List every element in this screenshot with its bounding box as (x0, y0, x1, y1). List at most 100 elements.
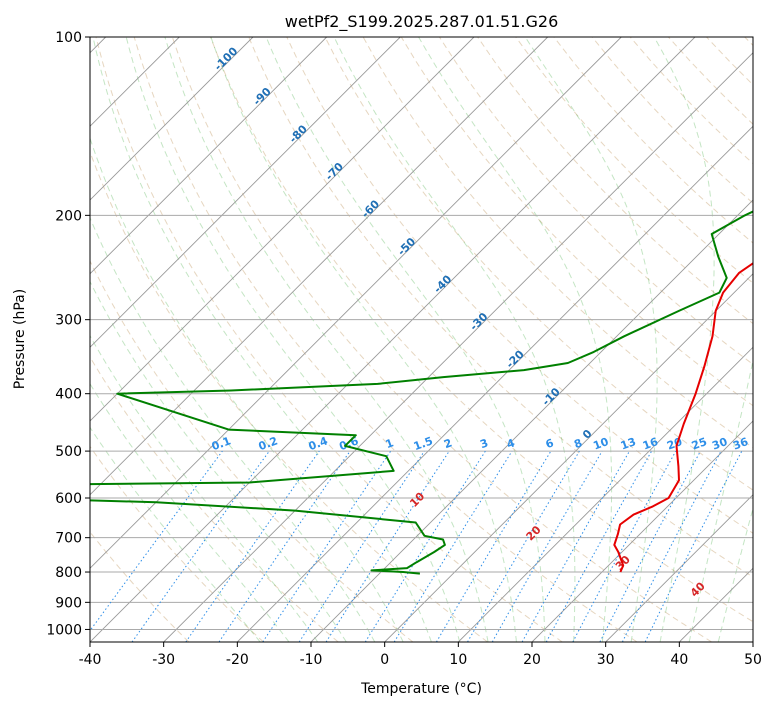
y-tick-label: 900 (55, 595, 82, 611)
isotherm-line (531, 420, 753, 642)
mixing-ratio-label: 1 (384, 436, 396, 451)
dry-adiabat-line (515, 37, 753, 284)
moist-adiabat-line (688, 358, 753, 642)
mixing-ratio-label: 30 (710, 435, 729, 453)
isotherm-line (90, 37, 475, 422)
x-tick-label: -40 (79, 652, 102, 668)
x-tick-label: 50 (744, 652, 762, 668)
dry-adiabat-line (248, 37, 753, 578)
mixing-ratio-label: 3 (478, 436, 490, 451)
mixing-ratio-line (572, 450, 677, 642)
isotherm-line (90, 37, 549, 496)
x-tick-label: -10 (300, 652, 323, 668)
dry-adiabat-line (210, 37, 753, 623)
mixing-ratio-label: 25 (690, 435, 709, 452)
isotherm-line (384, 273, 753, 642)
mixing-ratio-line (298, 450, 425, 642)
mixing-ratio-label: 2 (442, 436, 454, 451)
x-tick-label: 10 (449, 652, 467, 668)
mixing-ratio-line (90, 450, 223, 632)
mixing-ratio-line (393, 450, 513, 642)
isotherm-line (90, 37, 696, 642)
dry-adiabat-line (95, 37, 563, 642)
dry-adiabat-line (286, 37, 753, 534)
moist-adiabat-line (653, 37, 715, 642)
x-tick-label: 0 (380, 652, 389, 668)
x-tick-label: -30 (152, 652, 175, 668)
y-tick-label: 600 (55, 491, 82, 507)
moist-adiabat-line (717, 506, 753, 642)
mixing-ratio-label: 4 (505, 436, 517, 451)
dry-adiabat-line (324, 37, 753, 491)
x-tick-label: -20 (226, 652, 249, 668)
moist-adiabat-line (92, 37, 432, 642)
isotherm-line (90, 37, 254, 201)
y-tick-label: 700 (55, 531, 82, 547)
moist-adiabat-line (90, 382, 290, 642)
y-tick-label: 500 (55, 444, 82, 460)
mixing-ratio-label: 0.4 (307, 434, 330, 453)
y-axis-label: Pressure (hPa) (12, 289, 28, 389)
moist-adiabat-line (210, 37, 517, 642)
x-tick-label: 20 (523, 652, 541, 668)
mixing-ratio-label: 13 (619, 435, 638, 452)
temperature-profile-line (613, 262, 753, 573)
moist-adiabat-line (524, 37, 658, 642)
mixing-ratio-line (545, 450, 653, 642)
isotherm-line (310, 199, 753, 642)
mixing-ratio-label: 36 (731, 435, 750, 453)
isotherm-line (457, 346, 753, 642)
isotherm-line (163, 52, 753, 642)
isotherm-line (90, 37, 328, 275)
mixing-ratio-label: 0.2 (257, 434, 280, 453)
moist-adiabat-line (90, 136, 404, 642)
moist-adiabat-line (164, 37, 489, 642)
moist-adiabat-line (265, 37, 546, 642)
mixing-ratio-label: 6 (544, 436, 556, 451)
mixing-ratio-label: 10 (591, 435, 610, 453)
dry-adiabat-line (90, 445, 264, 642)
mixing-ratio-line (218, 450, 351, 642)
isotherm-line (236, 125, 753, 642)
y-tick-label: 1000 (46, 622, 82, 638)
dry-adiabat-line (90, 259, 414, 642)
y-tick-label: 800 (55, 565, 82, 581)
plot-frame (89, 36, 754, 643)
moist-adiabat-line (90, 280, 347, 642)
mixing-ratio-line (185, 450, 320, 642)
y-tick-label: 200 (55, 208, 82, 224)
mixing-ratio-label: 16 (641, 435, 660, 453)
y-tick-label: 100 (55, 30, 82, 46)
x-axis-label: Temperature (°C) (360, 681, 482, 697)
mixing-ratio-line (262, 450, 392, 642)
mixing-ratio-line (325, 450, 450, 642)
plot-area (90, 37, 753, 642)
x-tick-label: 40 (670, 652, 688, 668)
moist-adiabat-line (125, 37, 461, 642)
moist-adiabat-line (418, 37, 613, 642)
isotherm-line (90, 37, 401, 348)
isotherm-line (605, 494, 753, 642)
mixing-ratio-label: 1.5 (412, 434, 435, 453)
x-tick-label: 30 (597, 652, 615, 668)
y-tick-label: 300 (55, 313, 82, 329)
mixing-ratio-line (521, 450, 630, 642)
axis-ticks: -40 -30 -20 -10 0 10 20 30 40 50 1000 900 800 700 600 5… (46, 30, 762, 668)
dry-adiabat-line (133, 37, 638, 642)
mixing-ratio-line (644, 450, 743, 642)
background-lines (90, 37, 753, 642)
moist-adiabat-line (90, 216, 376, 642)
profile-lines (90, 210, 753, 575)
moist-adiabat-line (90, 426, 261, 642)
y-tick-label: 400 (55, 387, 82, 403)
mixing-ratio-label: 8 (572, 436, 584, 451)
moist-adiabat-line (333, 37, 576, 642)
dry-adiabat-line (90, 356, 339, 642)
moist-adiabat-line (90, 334, 319, 642)
isotherm-line (90, 37, 622, 569)
dry-adiabat-line (171, 37, 712, 642)
mixing-ratio-label: 0.1 (210, 434, 233, 453)
chart-title: wetPf2_S199.2025.287.01.51.G26 (285, 12, 559, 32)
dewpoint-profile-line (90, 210, 753, 575)
